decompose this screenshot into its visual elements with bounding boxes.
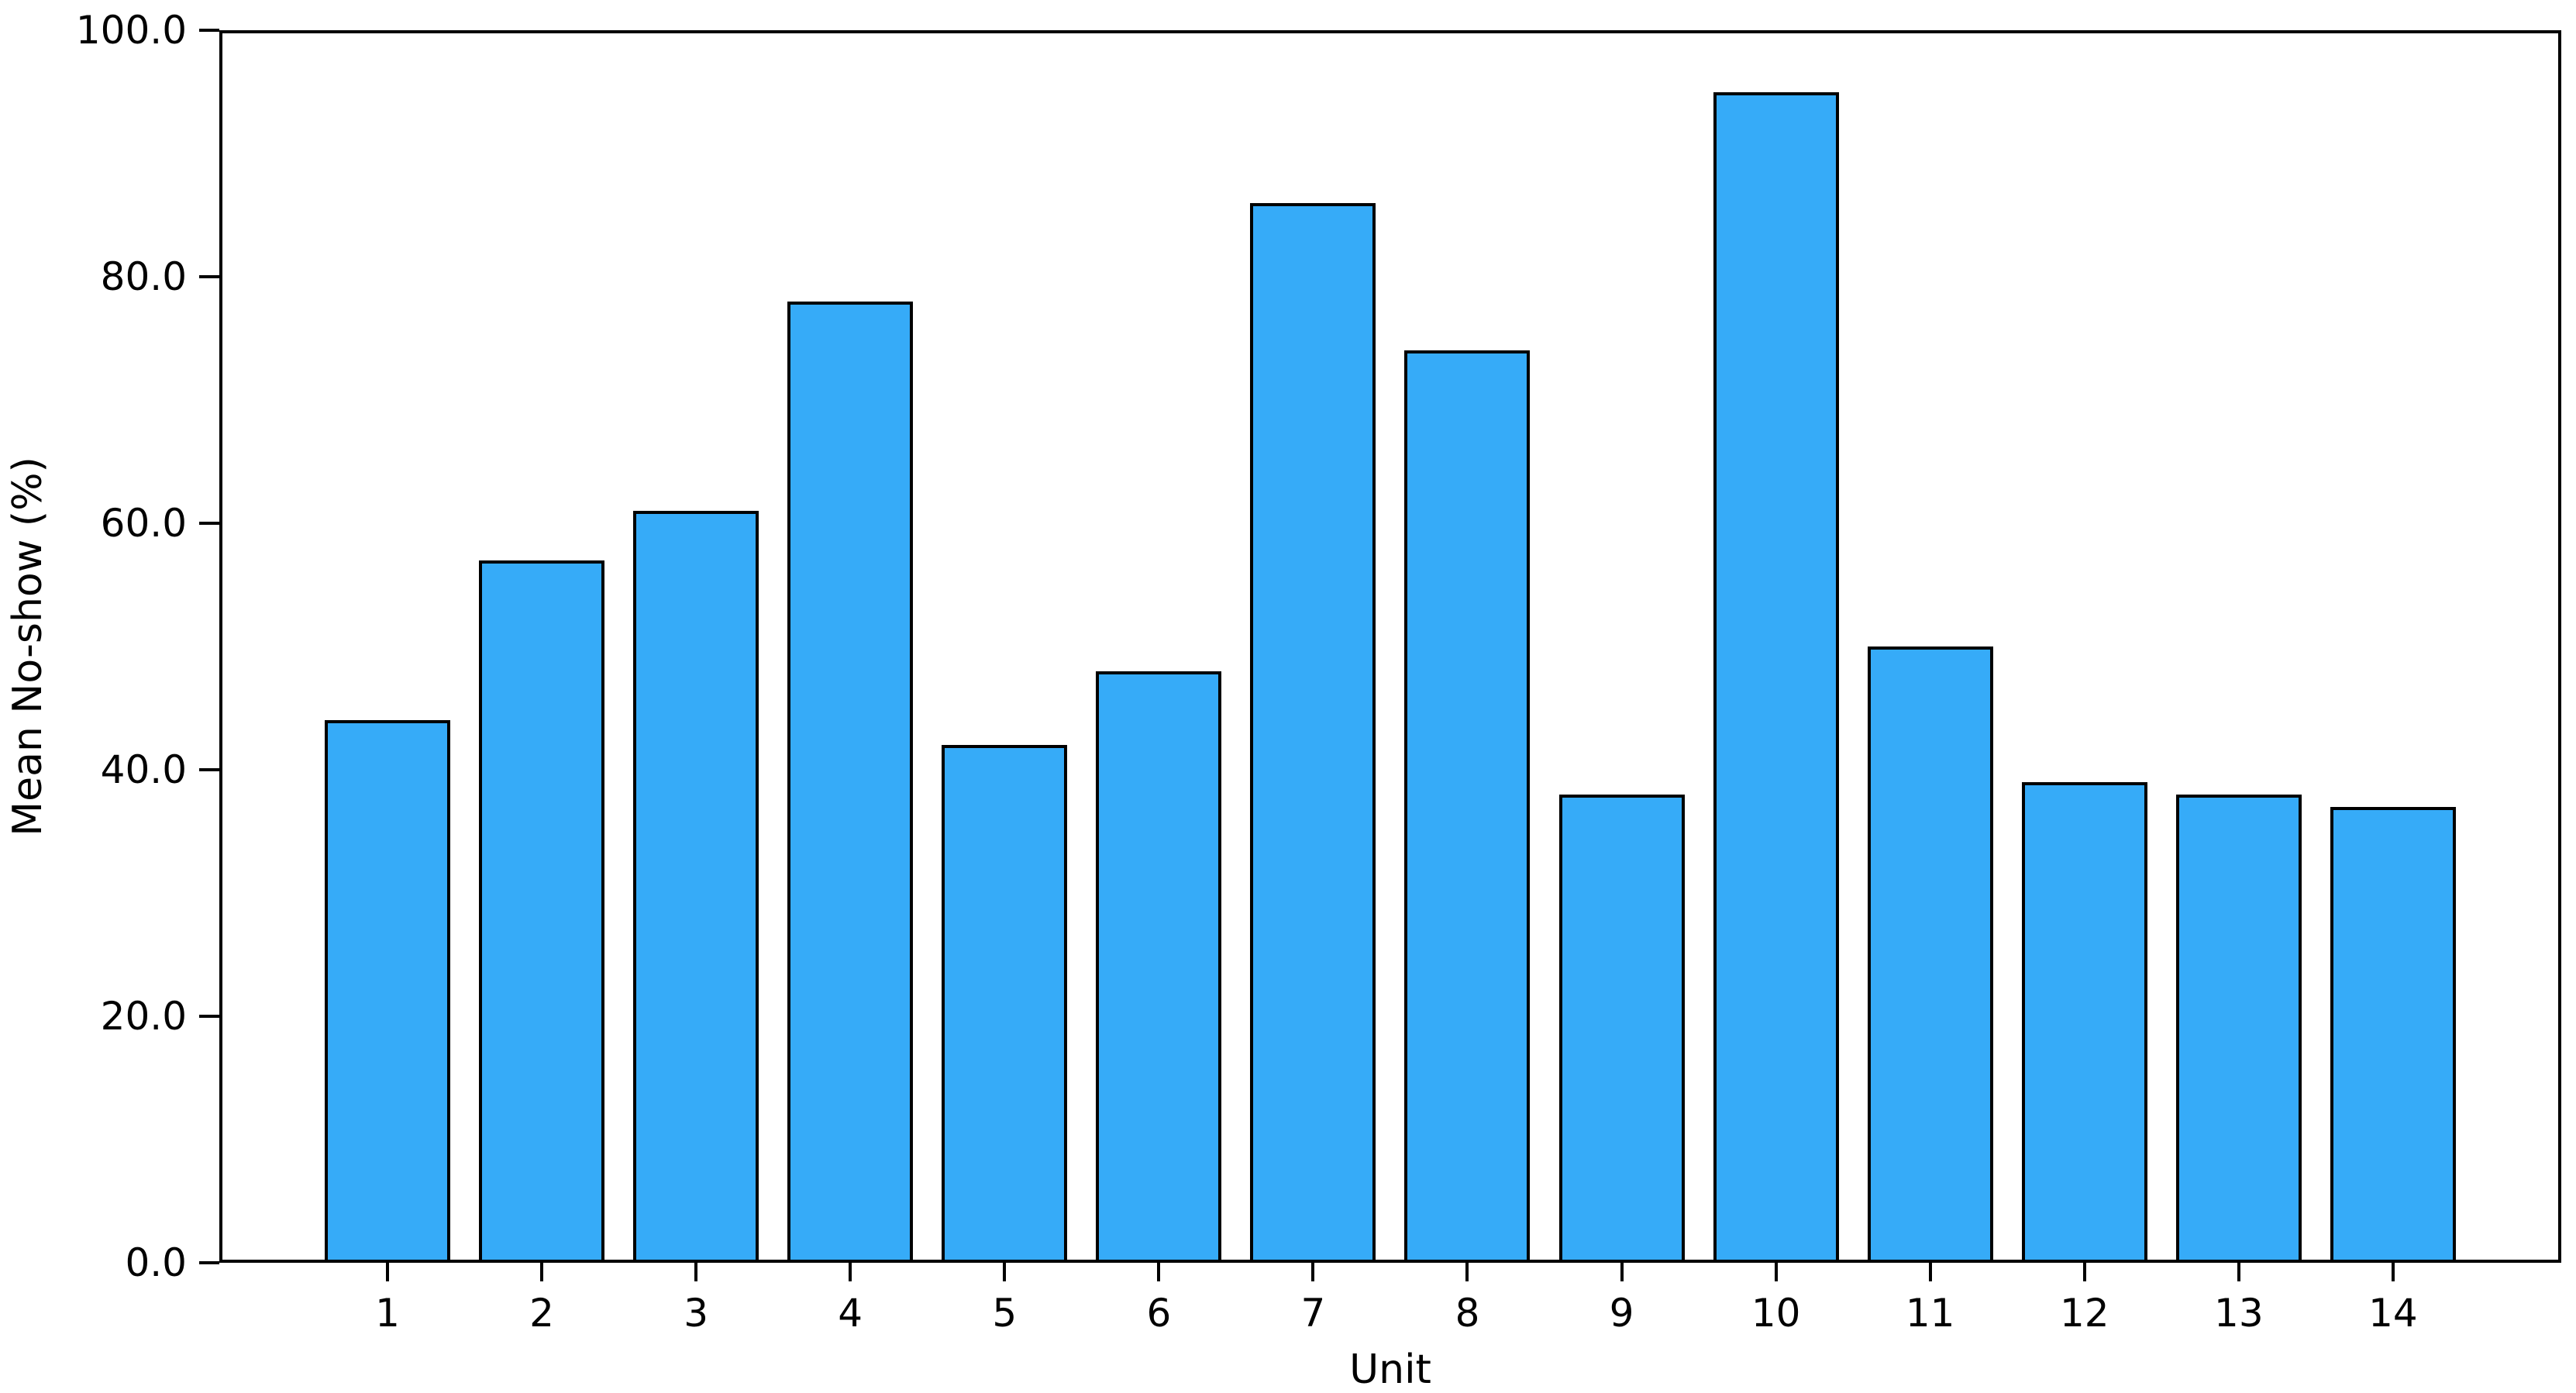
bar-unit-8 [1404, 350, 1531, 1263]
x-tick-label: 2 [529, 1291, 554, 1336]
x-tick-label: 9 [1609, 1291, 1634, 1336]
x-tick-mark [1157, 1263, 1161, 1281]
y-tick-mark [199, 29, 219, 32]
x-tick-mark [2237, 1263, 2240, 1281]
x-axis-label: Unit [1349, 1346, 1431, 1393]
y-axis-label: Mean No-show (%) [5, 457, 51, 836]
bar-unit-13 [2175, 794, 2302, 1263]
x-tick-mark [694, 1263, 698, 1281]
x-tick-label: 8 [1455, 1291, 1480, 1336]
y-tick-mark [199, 1261, 219, 1264]
x-tick-label: 12 [2059, 1291, 2109, 1336]
bar-unit-10 [1713, 91, 1839, 1263]
x-tick-mark [849, 1263, 852, 1281]
x-tick-label: 3 [684, 1291, 709, 1336]
y-tick-label: 40.0 [100, 747, 187, 792]
x-tick-mark [2391, 1263, 2395, 1281]
x-tick-mark [1774, 1263, 1778, 1281]
y-tick-mark [199, 275, 219, 278]
y-tick-label: 100.0 [75, 8, 187, 53]
bar-unit-7 [1250, 202, 1376, 1263]
x-tick-mark [2082, 1263, 2086, 1281]
x-tick-label: 11 [1905, 1291, 1955, 1336]
bar-unit-11 [1867, 647, 1993, 1263]
x-tick-label: 10 [1751, 1291, 1801, 1336]
bar-unit-12 [2021, 781, 2147, 1263]
x-tick-label: 1 [375, 1291, 400, 1336]
plot-area: Mean No-show (%) Unit 0.0 20.0 40.0 60.0 80.… [5, 11, 2561, 1390]
y-tick-label: 0.0 [125, 1240, 187, 1285]
x-tick-mark [386, 1263, 389, 1281]
x-tick-label: 14 [2368, 1291, 2418, 1336]
y-tick-label: 60.0 [100, 501, 187, 546]
y-tick-mark [199, 768, 219, 771]
bar-unit-2 [479, 560, 605, 1263]
x-tick-mark [1928, 1263, 1932, 1281]
bar-unit-14 [2330, 806, 2456, 1263]
x-tick-mark [1311, 1263, 1315, 1281]
bar-unit-1 [325, 720, 450, 1263]
x-tick-label: 13 [2214, 1291, 2264, 1336]
x-tick-mark [1003, 1263, 1007, 1281]
bar-unit-6 [1096, 671, 1222, 1263]
x-tick-label: 5 [992, 1291, 1018, 1336]
x-tick-label: 7 [1300, 1291, 1326, 1336]
y-tick-label: 80.0 [100, 254, 187, 299]
bar-unit-4 [787, 301, 914, 1263]
x-tick-mark [1620, 1263, 1624, 1281]
y-tick-mark [199, 1015, 219, 1018]
bar-unit-9 [1558, 794, 1685, 1263]
bar-unit-5 [942, 745, 1068, 1263]
y-tick-label: 20.0 [100, 994, 187, 1039]
x-tick-mark [1465, 1263, 1469, 1281]
bar-unit-3 [633, 511, 759, 1263]
x-tick-label: 4 [838, 1291, 863, 1336]
x-tick-label: 6 [1146, 1291, 1172, 1336]
y-tick-mark [199, 522, 219, 525]
x-tick-mark [540, 1263, 544, 1281]
